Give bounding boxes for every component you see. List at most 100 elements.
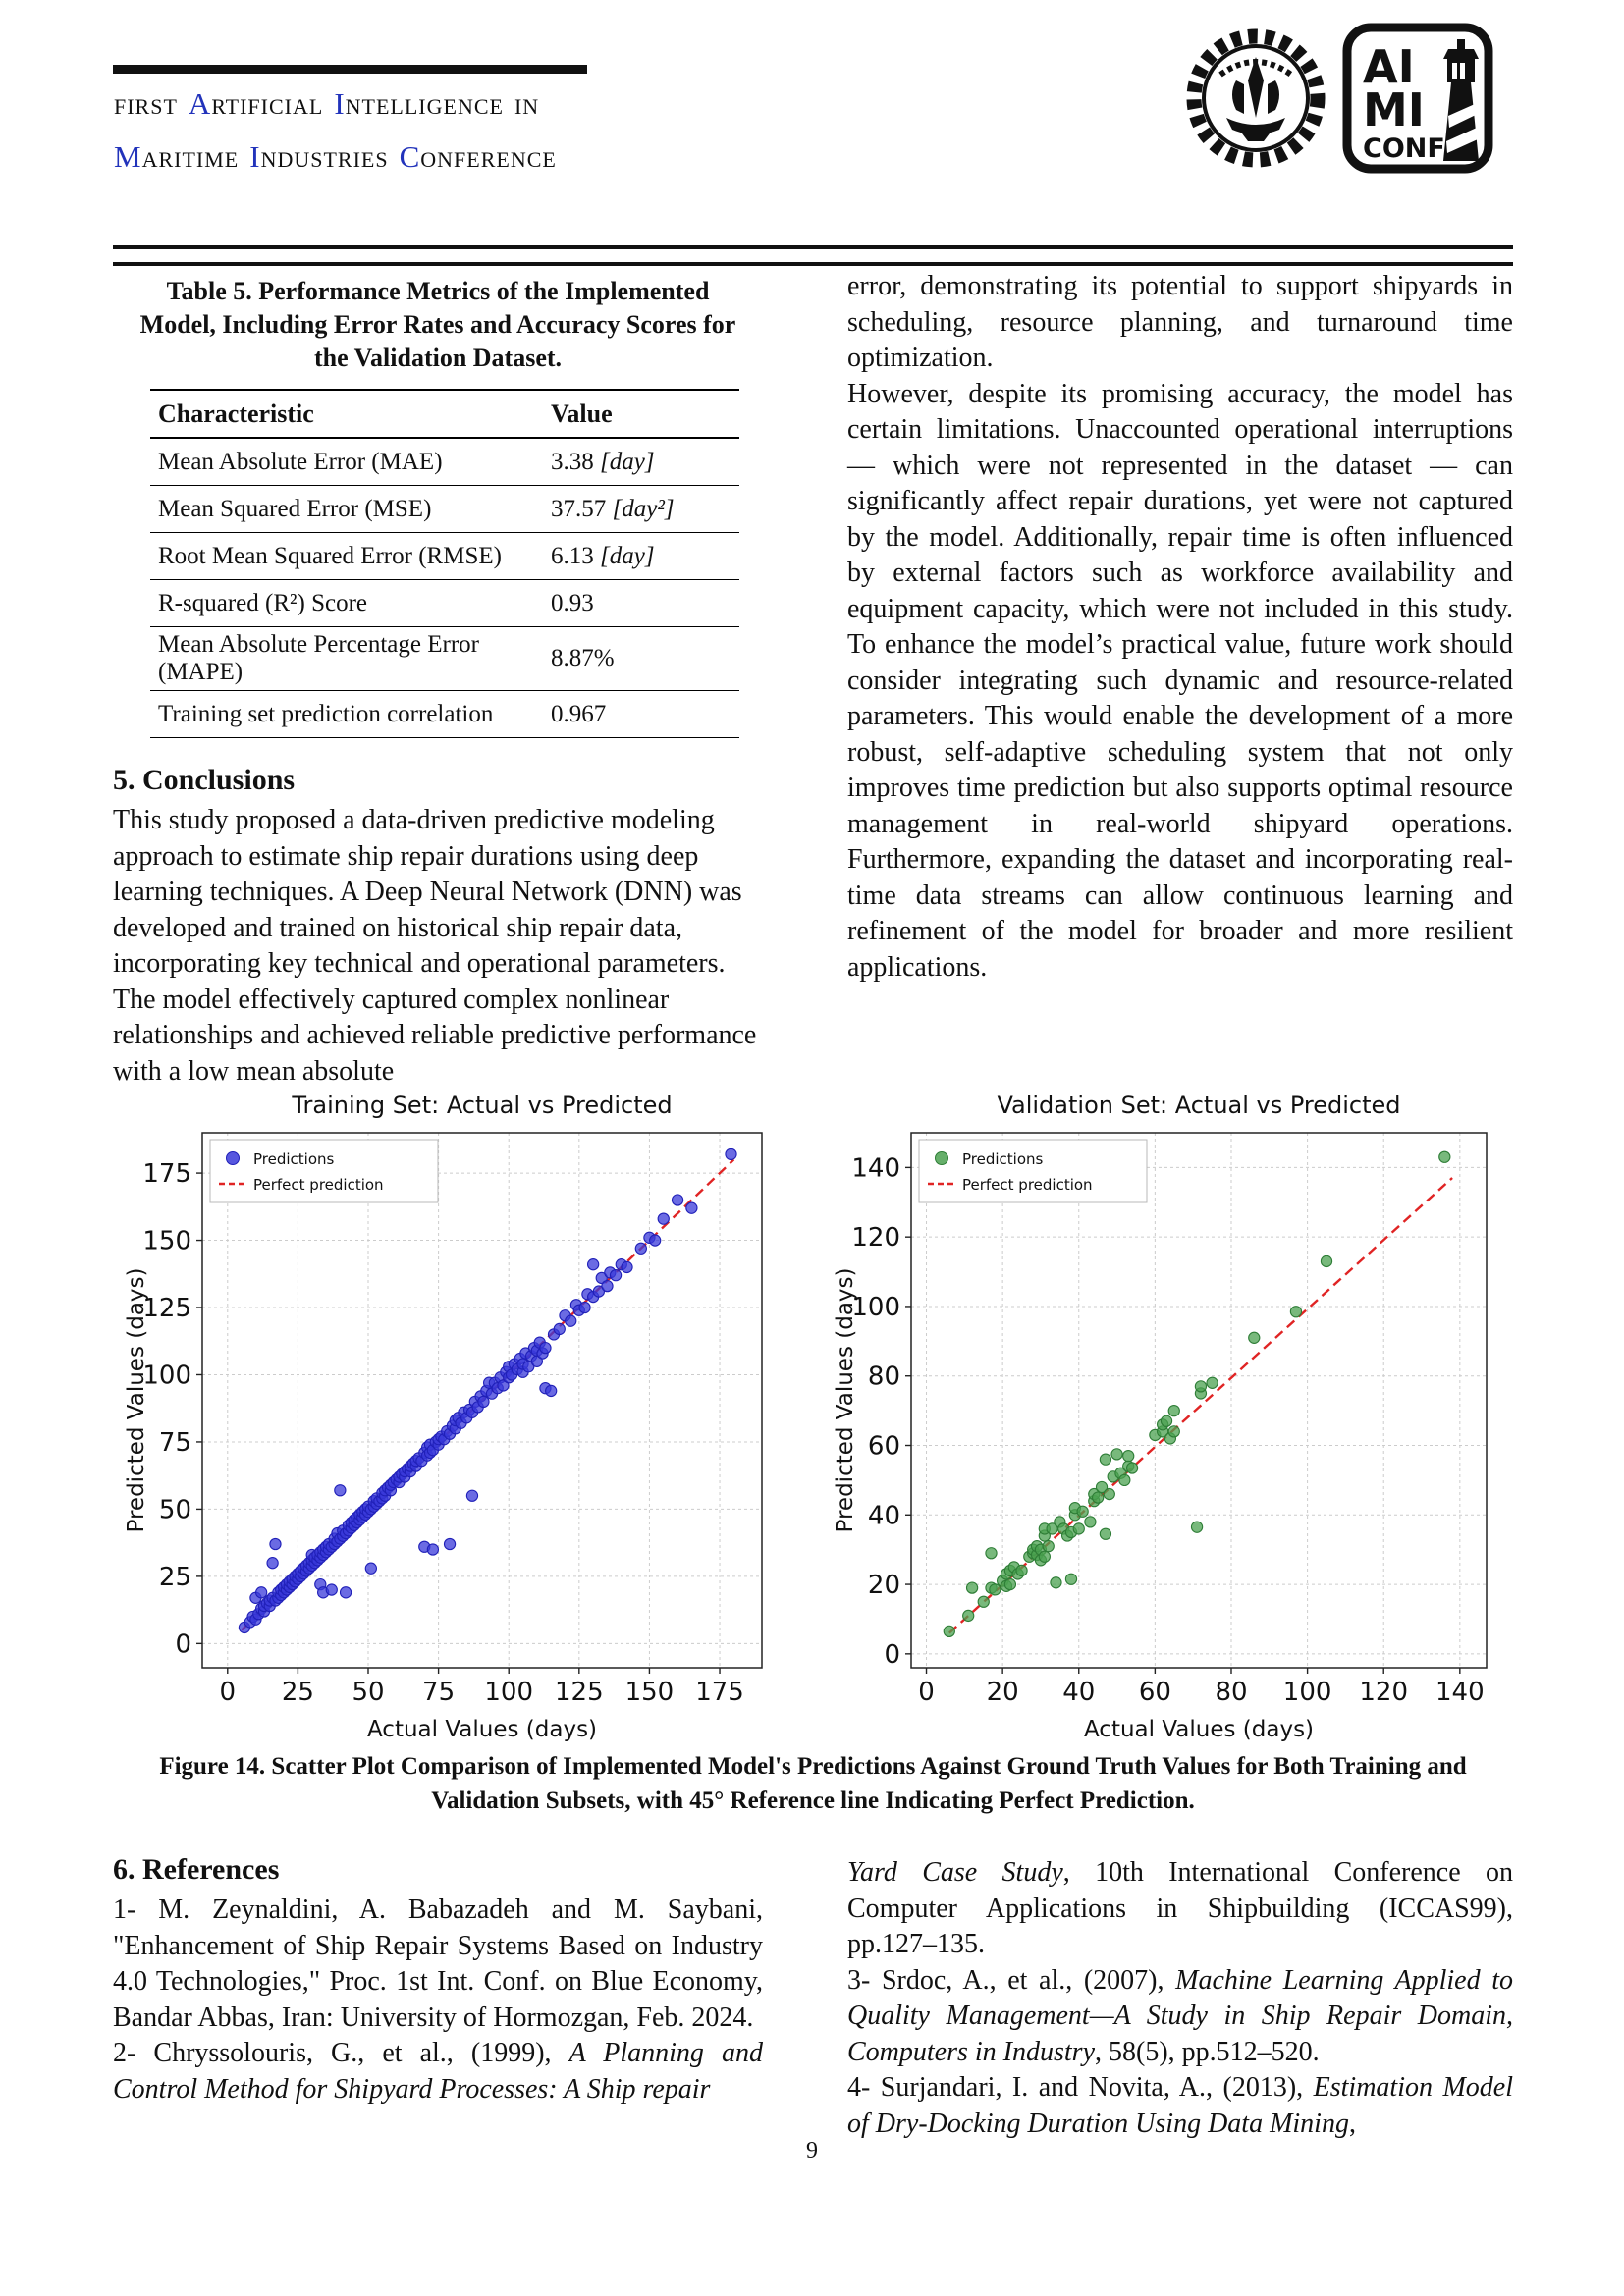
legend-predictions-marker xyxy=(935,1151,948,1165)
x-tick-label: 140 xyxy=(1435,1678,1485,1707)
table-row: R-squared (R²) Score 0.93 xyxy=(150,580,739,627)
y-tick-label: 100 xyxy=(142,1361,191,1390)
figure-caption-line: Figure 14. Scatter Plot Comparison of Im… xyxy=(159,1753,1467,1780)
metric-value: 0.93 xyxy=(551,589,594,616)
aimi-logo-conf-text: CONF xyxy=(1363,133,1445,164)
aimi-logo-mi-text: MI xyxy=(1363,83,1425,136)
y-tick-label: 175 xyxy=(142,1159,191,1189)
y-tick-label: 120 xyxy=(851,1223,900,1253)
section-divider-double-rule xyxy=(113,245,1513,266)
conference-title-word: INDUSTRIES xyxy=(249,139,389,174)
table-caption-line: Table 5. Performance Metrics of the Impl… xyxy=(166,277,710,305)
conference-title-word: INTELLIGENCE xyxy=(334,86,504,121)
table-caption-line: Model, Including Error Rates and Accurac… xyxy=(139,310,736,339)
x-tick-label: 75 xyxy=(422,1678,455,1707)
y-tick-label: 50 xyxy=(159,1495,191,1524)
reference-entry: 4- Surjandari, I. and Novita, A., (2013)… xyxy=(847,2072,1513,2139)
chart-title: Validation Set: Actual vs Predicted xyxy=(997,1092,1400,1119)
metric-value: 0.967 xyxy=(551,700,607,727)
table-row: Mean Squared Error (MSE) 37.57 [day²] xyxy=(150,486,739,533)
x-tick-label: 100 xyxy=(484,1678,533,1707)
table-caption: Table 5. Performance Metrics of the Impl… xyxy=(113,275,763,375)
conference-title-word: CONFERENCE xyxy=(399,139,557,174)
y-tick-label: 20 xyxy=(868,1571,900,1600)
lighthouse-glyph xyxy=(1443,39,1479,161)
validation-scatter-chart: 0 20 40 60 80 100 120 140 0 20 40 60 80 100 120 140 Vali… xyxy=(833,1092,1488,1742)
university-emblem-icon xyxy=(1186,28,1326,168)
table-row: Mean Absolute Percentage Error (MAPE) 8.8… xyxy=(150,627,739,691)
reference-entry: 2- Chryssolouris, G., et al., (1999), A … xyxy=(113,2038,763,2105)
x-tick-label: 0 xyxy=(918,1678,935,1707)
metrics-table: Characteristic Value Mean Absolute Error (… xyxy=(150,389,739,738)
metric-label: Mean Absolute Error (MAE) xyxy=(158,448,443,475)
conference-title-word: FIRST xyxy=(114,94,178,119)
metric-label: Root Mean Squared Error (RMSE) xyxy=(158,542,502,569)
y-tick-label: 80 xyxy=(868,1362,900,1392)
left-column: Table 5. Performance Metrics of the Impl… xyxy=(113,269,763,1090)
reference-entry: 1- M. Zeynaldini, A. Babazadeh and M. Sa… xyxy=(113,1895,763,2033)
x-tick-label: 20 xyxy=(987,1678,1019,1707)
table-caption-line: the Validation Dataset. xyxy=(313,344,563,372)
conference-title-line2: MARITIME INDUSTRIES CONFERENCE xyxy=(114,139,568,175)
right-column: error, demonstrating its potential to su… xyxy=(847,269,1513,986)
metric-value: 3.38 [day] xyxy=(551,448,655,475)
aimi-conf-lighthouse-icon: AI MI CONF xyxy=(1342,23,1493,174)
y-tick-label: 0 xyxy=(175,1629,191,1659)
table-row: Mean Absolute Error (MAE) 3.38 [day] xyxy=(150,439,739,486)
metric-label: Training set prediction correlation xyxy=(158,700,494,727)
metric-label: Mean Squared Error (MSE) xyxy=(158,495,432,522)
metric-value: 37.57 [day²] xyxy=(551,495,675,522)
aimi-logo-ai-text: AI xyxy=(1363,40,1415,93)
conference-title-word: IN xyxy=(514,94,540,119)
y-tick-label: 60 xyxy=(868,1432,900,1462)
page-number: 9 xyxy=(806,2138,818,2163)
x-tick-label: 50 xyxy=(352,1678,384,1707)
x-tick-label: 60 xyxy=(1139,1678,1171,1707)
table-column-header: Characteristic xyxy=(158,399,314,428)
conference-title-line1: FIRST ARTIFICIAL INTELLIGENCE IN xyxy=(114,86,550,122)
discussion-paragraph-1: error, demonstrating its potential to su… xyxy=(847,271,1513,373)
x-tick-label: 150 xyxy=(625,1678,675,1707)
x-tick-label: 175 xyxy=(695,1678,744,1707)
x-axis-label: Actual Values (days) xyxy=(1084,1717,1314,1742)
legend-predictions-marker xyxy=(226,1151,240,1165)
legend-perfect-label: Perfect prediction xyxy=(253,1176,384,1194)
y-tick-label: 140 xyxy=(851,1153,900,1183)
metric-label: R-squared (R²) Score xyxy=(158,589,367,616)
training-scatter-chart: 0 25 50 75 100 125 150 175 0 25 50 75 100 125 150 175 Tr… xyxy=(124,1092,763,1742)
y-axis-label: Predicted Values (days) xyxy=(124,1268,149,1533)
scatter-points xyxy=(238,1148,737,1634)
reference-entry: Yard Case Study, 10th International Conf… xyxy=(847,1857,1513,1959)
conclusions-paragraph: This study proposed a data-driven predic… xyxy=(113,805,757,1087)
metric-value: 8.87% xyxy=(551,645,615,671)
legend-predictions-label: Predictions xyxy=(253,1150,335,1168)
x-tick-label: 25 xyxy=(282,1678,314,1707)
y-tick-label: 40 xyxy=(868,1501,900,1530)
metric-value: 6.13 [day] xyxy=(551,542,655,569)
table-row: Training set prediction correlation 0.967 xyxy=(150,691,739,738)
conclusions-heading: 5. Conclusions xyxy=(113,764,296,796)
y-axis-label: Predicted Values (days) xyxy=(833,1268,858,1533)
perfect-prediction-line xyxy=(948,1177,1453,1634)
x-tick-label: 80 xyxy=(1215,1678,1247,1707)
y-tick-label: 75 xyxy=(159,1428,191,1458)
x-tick-label: 40 xyxy=(1062,1678,1095,1707)
discussion-paragraph-2: However, despite its promising accuracy,… xyxy=(847,378,1513,983)
references-heading: 6. References xyxy=(113,1853,280,1886)
x-axis-label: Actual Values (days) xyxy=(367,1717,597,1742)
figure-caption: Figure 14. Scatter Plot Comparison of Im… xyxy=(113,1749,1513,1818)
y-tick-label: 125 xyxy=(142,1294,191,1323)
header-rule-bar xyxy=(113,65,587,74)
figure-caption-line: Validation Subsets, with 45° Reference l… xyxy=(431,1788,1195,1814)
legend-perfect-label: Perfect prediction xyxy=(962,1176,1093,1194)
table-row: Root Mean Squared Error (RMSE) 6.13 [day] xyxy=(150,533,739,580)
conference-title-word: ARTIFICIAL xyxy=(188,86,324,121)
legend: Predictions Perfect prediction xyxy=(918,1139,1148,1203)
legend: Predictions Perfect prediction xyxy=(209,1139,439,1203)
chart-title: Training Set: Actual vs Predicted xyxy=(291,1092,672,1119)
conference-title-word: MARITIME xyxy=(114,139,240,174)
table-header-row: Characteristic Value xyxy=(150,391,739,439)
references-right-column: Yard Case Study, 10th International Conf… xyxy=(847,1855,1513,2142)
y-tick-label: 150 xyxy=(142,1227,191,1256)
